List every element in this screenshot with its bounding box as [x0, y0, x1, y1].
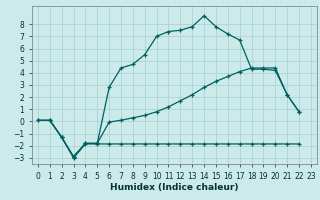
X-axis label: Humidex (Indice chaleur): Humidex (Indice chaleur)	[110, 183, 239, 192]
